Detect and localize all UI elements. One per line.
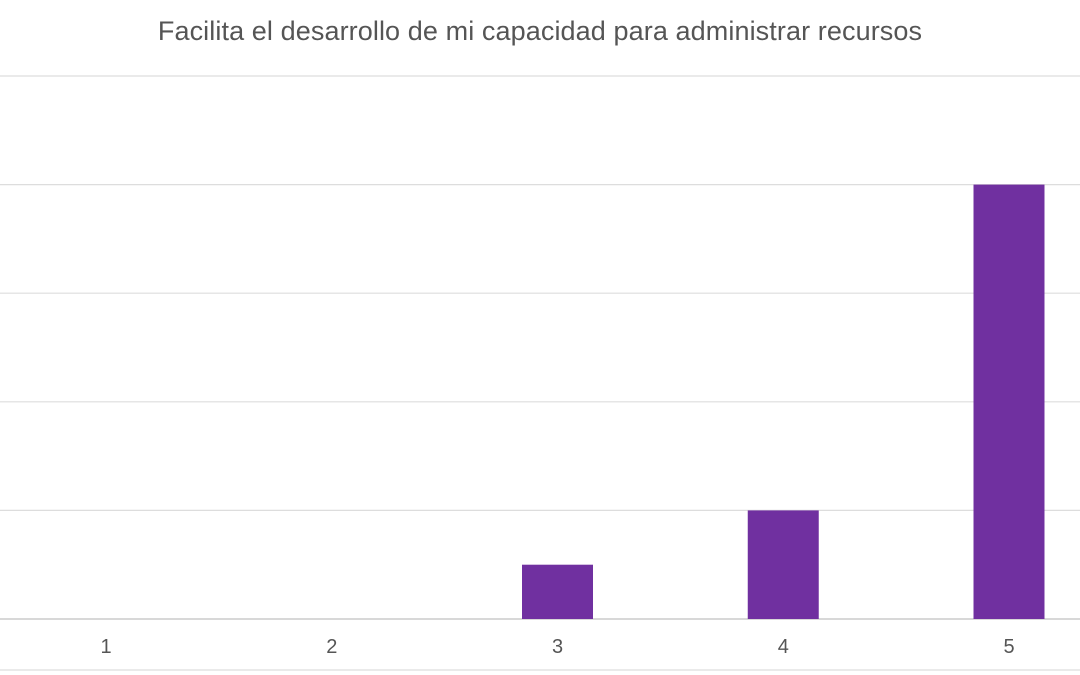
bar-4 [747,510,819,619]
x-tick-label-2: 2 [326,636,337,658]
bar-5 [973,184,1045,619]
x-tick-label-4: 4 [778,636,789,658]
x-tick-label-3: 3 [552,636,563,658]
bars [522,184,1045,619]
chart-title: Facilita el desarrollo de mi capacidad p… [157,16,923,46]
x-tick-label-5: 5 [1003,636,1014,658]
x-axis: 1 2 3 4 5 [100,636,1014,658]
gridlines [0,75,1080,671]
x-tick-label-1: 1 [100,636,111,658]
bar-3 [522,564,593,619]
